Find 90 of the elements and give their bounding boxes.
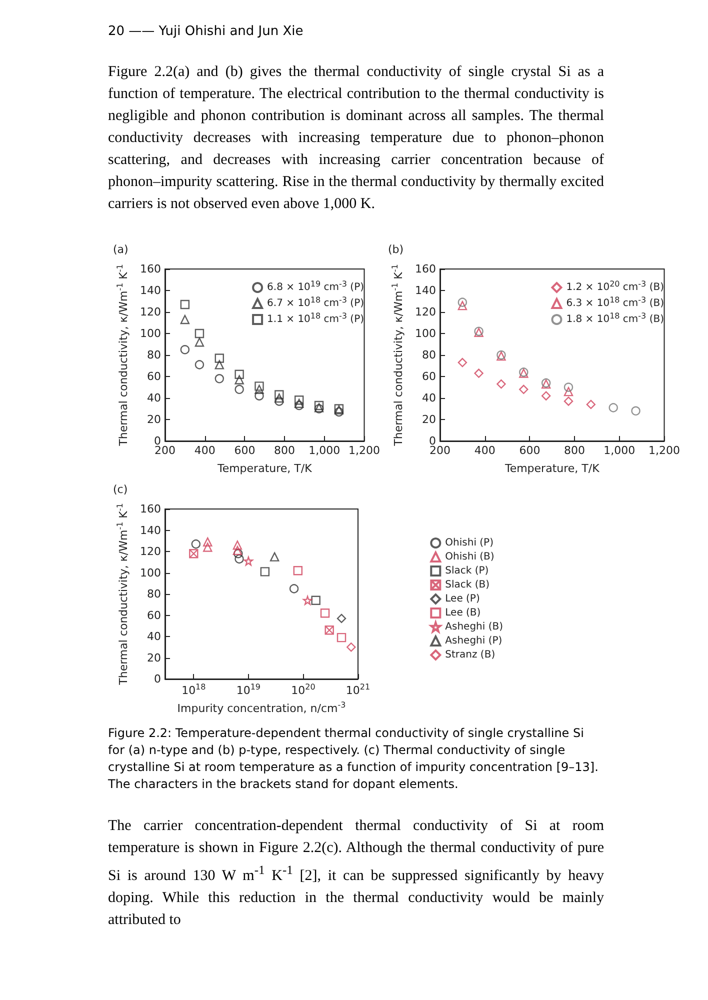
point	[458, 300, 468, 310]
point	[314, 400, 324, 410]
point	[458, 298, 468, 307]
point	[194, 328, 204, 338]
y-tick-label: 120	[140, 545, 161, 558]
x-tick-label: 400	[474, 444, 496, 457]
point	[194, 360, 204, 370]
y-tick-label: 80	[147, 348, 161, 362]
y-tick-label: 100	[140, 566, 161, 580]
legend-label: Lee (P)	[445, 594, 480, 604]
point	[294, 396, 304, 405]
y-tick-label: 40	[422, 392, 436, 404]
chart-title: (b)	[388, 243, 404, 256]
y-tick-label: 20	[147, 413, 161, 426]
point	[214, 374, 224, 384]
x-tick-label: 400	[194, 444, 216, 457]
point	[214, 354, 224, 363]
point	[294, 398, 304, 408]
y-tick-label: 140	[415, 284, 436, 297]
point	[180, 314, 190, 324]
x-tick-label: 1,000	[308, 444, 340, 457]
point	[234, 370, 244, 379]
point	[564, 382, 574, 392]
legend-label: Lee (B)	[445, 608, 481, 618]
x-tick-label: 1,200	[348, 444, 380, 457]
legend-label: Stranz (B)	[445, 650, 496, 660]
x-axis-title: Temperature, T/K	[504, 462, 600, 475]
caption: Figure 2.2: Temperature-dependent thermal conductivity of single crystalline Si for (a) n-type and (b) p-type, respectively. (c) Thermal conductivity of single crystalline Si at room temperature as a function of impurity concentration [9–13]. The characters in the brackets stand for dopant elements.	[108, 725, 600, 793]
point	[458, 358, 468, 368]
point	[254, 391, 264, 400]
point	[254, 382, 264, 391]
point	[631, 406, 640, 416]
y-tick-label: 160	[140, 262, 161, 276]
point	[254, 384, 264, 394]
text: 20 —— Yuji Ohishi and Jun Xie	[108, 24, 304, 39]
y-tick-label: 120	[140, 306, 161, 318]
point	[180, 300, 190, 310]
y-tick-label: 20	[147, 651, 161, 664]
caption: Figure 2.2(a) and (b) gives the thermal conductivity of single crystal Si as a function of temperature. The electrical contribution to the thermal conductivity is negligible and phonon contribution is dominant across all samples. The thermal conductivity decreases with increasing temperature due to phonon–phonon scattering, and decreases with increasing carrier concentration because of phonon–impurity scattering. Rise in the thermal conductivity by thermally excited carriers is not observed even above 1,000 K.	[108, 63, 604, 214]
x-tick-label: 1,000	[604, 444, 636, 457]
point	[474, 368, 484, 378]
y-tick-label: 80	[147, 588, 161, 600]
legend-label: Asheghi (B)	[445, 622, 504, 632]
legend-label: Slack (P)	[445, 566, 489, 576]
y-axis-title: Thermal conductivity, κ/Wm-1 K-1	[390, 264, 405, 447]
y-axis-title: Thermal conductivity, κ/Wm-1 K-1	[116, 264, 130, 447]
legend-label: Asheghi (P)	[445, 636, 502, 646]
point	[194, 338, 204, 347]
y-tick-label: 20	[422, 413, 436, 426]
x-tick-label: 1,200	[648, 444, 680, 457]
legend-label: Slack (B)	[445, 580, 490, 590]
y-tick-label: 60	[147, 608, 161, 622]
point	[334, 407, 344, 417]
chart-title: (c)	[113, 483, 128, 496]
point	[608, 403, 618, 412]
point	[234, 375, 244, 384]
y-axis-title: Thermal conductivity, κ/Wm-1 K-1	[116, 503, 130, 686]
x-tick-label: 200	[430, 444, 450, 457]
point	[214, 360, 224, 370]
x-axis-title: Temperature, T/K	[216, 462, 313, 475]
x-tick-label: 800	[274, 444, 296, 457]
y-tick-label: 40	[147, 630, 161, 643]
point	[274, 393, 284, 403]
y-tick-label: 60	[147, 370, 161, 383]
point	[234, 384, 244, 394]
x-tick-label: 200	[154, 444, 176, 457]
text: The carrier concentration-dependent thermal conductivity of Si at room temperature is shown in Figure 2.2(c). Although the thermal conductivity of pure Si is around 130 W m$^{-1}$ K$^{-1}$ [2], it can be suppressed significantly by heavy doping. While this reduction in the thermal conductivity would be mainly attributed to	[108, 818, 604, 928]
y-tick-label: 160	[415, 262, 436, 276]
y-tick-label: 100	[415, 327, 436, 340]
x-tick-label: 600	[234, 444, 256, 457]
point	[180, 345, 190, 354]
y-tick-label: 60	[422, 370, 436, 383]
y-tick-label: 100	[140, 327, 161, 340]
point	[586, 400, 596, 410]
point	[564, 386, 574, 396]
y-tick-label: 140	[140, 524, 161, 537]
point	[274, 390, 284, 400]
x-tick-label: 800	[564, 444, 586, 457]
y-tick-label: 140	[140, 284, 161, 297]
chart-title: (a)	[113, 243, 128, 256]
y-tick-label: 80	[422, 348, 436, 362]
y-tick-label: 0	[154, 672, 161, 686]
legend-label: Ohishi (P)	[445, 538, 494, 548]
point	[294, 400, 304, 410]
y-tick-label: 120	[415, 306, 436, 318]
y-tick-label: 40	[147, 392, 161, 404]
legend-label: Ohishi (B)	[445, 552, 494, 562]
point	[274, 396, 284, 406]
x-tick-label: 600	[519, 444, 540, 457]
y-tick-label: 160	[140, 502, 161, 516]
